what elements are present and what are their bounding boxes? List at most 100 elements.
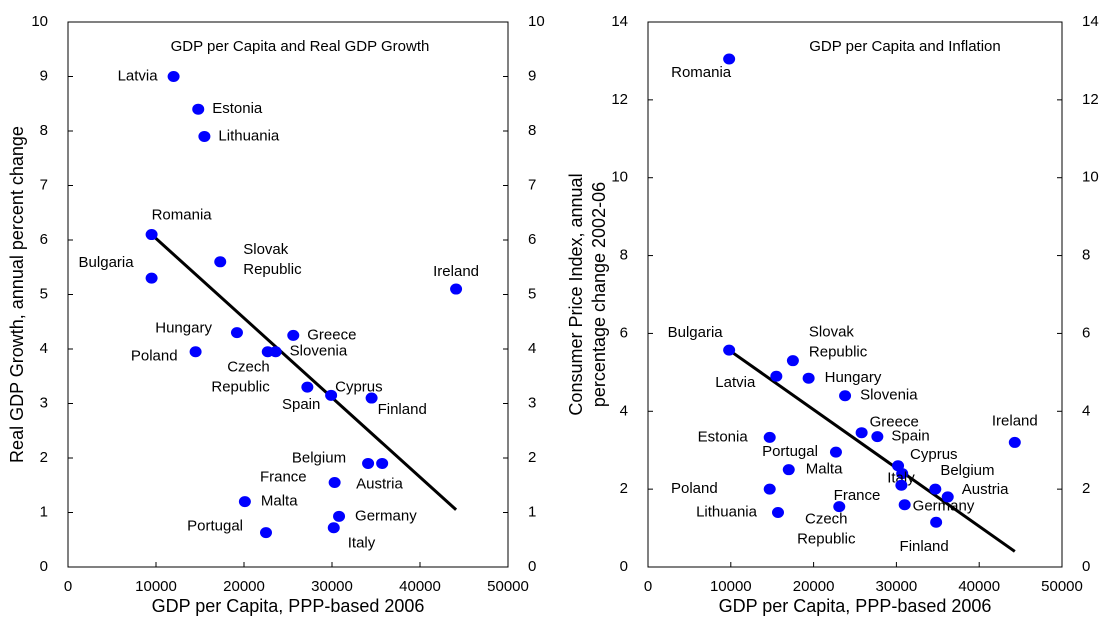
x-tick-label: 30000 <box>876 578 918 595</box>
point-label: Spain <box>891 428 929 445</box>
y2-tick-label: 8 <box>1082 247 1090 264</box>
point <box>855 427 868 439</box>
point-label: Greece <box>870 414 919 431</box>
point-label: Spain <box>282 396 320 413</box>
point-label: Ireland <box>992 412 1038 429</box>
point-label: France <box>834 487 881 504</box>
point-label: Italy <box>887 470 915 487</box>
y2-tick-label: 8 <box>528 122 536 139</box>
y-tick-label: 6 <box>40 231 48 248</box>
point-label: Malta <box>806 461 843 478</box>
point-label: Belgium <box>940 462 994 479</box>
point-label: Romania <box>671 64 732 81</box>
y-axis-title: Consumer Price Index, annual percentage c… <box>566 173 609 415</box>
x-tick-label: 50000 <box>1041 578 1083 595</box>
y2-tick-label: 2 <box>1082 480 1090 497</box>
point-label: Lithuania <box>696 503 758 520</box>
y-tick-label: 0 <box>620 558 628 575</box>
point <box>145 272 158 284</box>
point-label: Portugal <box>187 518 243 535</box>
point-label: Estonia <box>212 100 263 117</box>
point <box>1008 436 1021 448</box>
y2-tick-label: 6 <box>1082 324 1090 341</box>
point <box>786 355 799 367</box>
point-label: Slovenia <box>860 387 918 404</box>
point <box>376 457 389 469</box>
x-tick-label: 0 <box>644 578 652 595</box>
point-label: Lithuania <box>218 127 280 144</box>
point-label: Germany <box>913 498 975 515</box>
point <box>871 431 884 443</box>
point <box>328 477 341 489</box>
y-tick-label: 9 <box>40 67 48 84</box>
point <box>450 283 463 295</box>
point-label: Finland <box>378 401 427 418</box>
point-label: Slovak Republic <box>243 241 302 278</box>
point <box>362 457 375 469</box>
x-tick-label: 10000 <box>135 578 177 595</box>
y-tick-label: 3 <box>40 394 48 411</box>
point-label: Poland <box>131 348 178 365</box>
point <box>238 496 251 508</box>
y-tick-label: 2 <box>40 449 48 466</box>
point <box>941 491 954 503</box>
y2-tick-label: 1 <box>528 503 536 520</box>
y-tick-label: 2 <box>620 480 628 497</box>
point-label: Romania <box>152 207 213 224</box>
trend-line <box>150 233 458 511</box>
point <box>192 103 205 115</box>
point <box>771 507 784 518</box>
point <box>167 71 180 82</box>
x-tick-label: 0 <box>64 578 72 595</box>
y2-tick-label: 14 <box>1082 13 1099 30</box>
y-tick-label: 4 <box>40 340 48 357</box>
point-label: Estonia <box>698 428 749 445</box>
x-tick-label: 40000 <box>399 578 441 595</box>
y-tick-label: 4 <box>620 402 628 419</box>
point-label: Finland <box>900 538 949 555</box>
point-label: Austria <box>962 481 1009 498</box>
point <box>782 464 795 476</box>
chart-title: GDP per Capita and Inflation <box>809 38 1001 55</box>
point-label: Bulgaria <box>668 324 724 341</box>
point-label: Belgium <box>292 449 346 466</box>
y-tick-label: 12 <box>611 91 628 108</box>
point-label: France <box>260 468 307 485</box>
point <box>230 327 243 339</box>
point-label: Germany <box>355 507 417 524</box>
y2-tick-label: 12 <box>1082 91 1099 108</box>
point <box>269 346 282 358</box>
point <box>145 229 158 241</box>
y2-tick-label: 9 <box>528 67 536 84</box>
y2-tick-label: 3 <box>528 394 536 411</box>
point <box>929 483 942 495</box>
point <box>214 256 227 268</box>
point-label: Hungary <box>825 369 882 386</box>
x-tick-label: 40000 <box>958 578 1000 595</box>
point <box>327 522 340 534</box>
point <box>802 372 815 384</box>
y2-tick-label: 5 <box>528 285 536 302</box>
y-tick-label: 0 <box>40 558 48 575</box>
x-tick-label: 20000 <box>793 578 835 595</box>
point <box>763 431 776 443</box>
y2-tick-label: 7 <box>528 176 536 193</box>
y-tick-label: 10 <box>611 169 628 186</box>
point-label: Czech Republic <box>211 359 270 396</box>
y-tick-label: 10 <box>31 13 48 30</box>
point-label: Ireland <box>433 263 479 280</box>
y-tick-label: 6 <box>620 324 628 341</box>
point <box>365 392 378 404</box>
point-label: Poland <box>671 480 718 497</box>
point-label: Austria <box>356 475 403 492</box>
plot-frame <box>647 21 1063 568</box>
y2-tick-label: 4 <box>528 340 536 357</box>
point <box>260 527 272 539</box>
y2-tick-label: 0 <box>1082 558 1090 575</box>
y2-tick-label: 0 <box>528 558 536 575</box>
point-label: Latvia <box>715 374 756 391</box>
point <box>723 344 736 356</box>
y-tick-label: 8 <box>40 122 48 139</box>
y-tick-label: 1 <box>40 503 48 520</box>
